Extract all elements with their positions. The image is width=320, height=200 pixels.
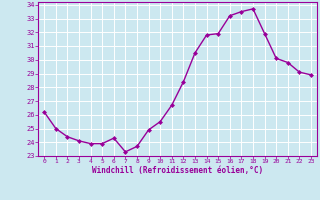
X-axis label: Windchill (Refroidissement éolien,°C): Windchill (Refroidissement éolien,°C)	[92, 166, 263, 175]
